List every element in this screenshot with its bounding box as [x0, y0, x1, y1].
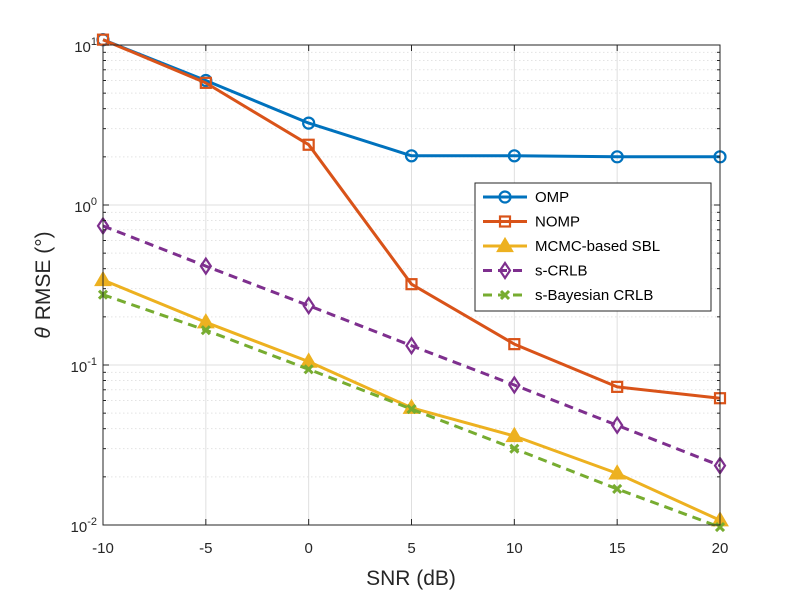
- data-point-omp: [610, 150, 624, 164]
- series-line-omp: [102, 38, 720, 159]
- marker-stroke: [303, 364, 314, 375]
- x-tick-label: 20: [712, 540, 729, 557]
- data-point-s-crlb: [302, 296, 315, 316]
- legend-swatch-marker: [499, 289, 511, 301]
- legend-item-nomp: NOMP: [483, 214, 580, 231]
- data-point-s-bayesian-crlb: [714, 522, 726, 533]
- data-point-mcmc-based-sbl: [608, 464, 627, 480]
- x-tick-label: -5: [199, 540, 212, 557]
- legend-label: s-Bayesian CRLB: [535, 287, 653, 304]
- data-point-s-bayesian-crlb: [509, 443, 520, 454]
- series-lines: [94, 33, 729, 533]
- marker-stroke: [406, 404, 417, 415]
- series-s-bayesian-crlb: [97, 289, 726, 533]
- y-tick-label: 101: [74, 36, 97, 56]
- data-point-mcmc-based-sbl: [196, 313, 215, 329]
- x-tick-label: 10: [506, 540, 523, 557]
- y-axis-theta: θ: [32, 327, 55, 339]
- series-line-nomp: [102, 38, 721, 400]
- data-point-mcmc-based-sbl: [505, 426, 524, 443]
- data-point-s-crlb: [610, 415, 624, 435]
- legend-label: MCMC-based SBL: [535, 238, 660, 255]
- data-point-omp: [404, 149, 419, 163]
- legend-swatch-marker: [496, 236, 514, 253]
- data-point-s-bayesian-crlb: [612, 483, 623, 495]
- data-point-nomp: [199, 76, 212, 89]
- x-tick-label: -10: [92, 540, 114, 557]
- series-line-s-crlb: [102, 224, 721, 467]
- data-point-s-bayesian-crlb: [303, 364, 314, 375]
- marker-stroke: [200, 325, 211, 336]
- legend-item-s-crlb: s-CRLB: [483, 261, 588, 280]
- marker-stroke: [612, 483, 623, 495]
- y-axis-title: θ RMSE (°): [32, 231, 55, 338]
- data-point-nomp: [302, 138, 315, 151]
- y-tick-label: 10-1: [71, 356, 97, 376]
- x-tick-label: 15: [609, 540, 626, 557]
- data-point-nomp: [611, 380, 624, 393]
- marker-stroke: [499, 289, 511, 301]
- legend: OMP NOMP MCMC-based SBL s-CRLB s-Bayesian CR…: [474, 182, 712, 312]
- legend-item-s-bayesian-crlb: s-Bayesian CRLB: [483, 287, 653, 304]
- data-point-nomp: [405, 278, 418, 291]
- marker-stroke: [714, 522, 726, 533]
- y-tick-label: 100: [74, 196, 97, 216]
- legend-label: s-CRLB: [535, 263, 588, 280]
- marker-stroke: [509, 443, 520, 454]
- data-point-s-crlb: [405, 336, 418, 356]
- x-tick-label: 5: [407, 540, 415, 557]
- legend-swatch-marker: [498, 261, 512, 280]
- axis-ticks: -10 -5 0 5 10 15 20 10-2 10-1 100 101: [71, 36, 729, 557]
- data-point-s-crlb: [508, 375, 521, 395]
- series-nomp: [96, 33, 727, 405]
- y-axis-rmse: RMSE (°): [32, 231, 55, 320]
- y-tick-label: 10-2: [71, 516, 97, 536]
- data-point-omp: [507, 149, 521, 163]
- legend-label: OMP: [535, 189, 569, 206]
- data-point-mcmc-based-sbl: [299, 352, 318, 368]
- legend-item-omp: OMP: [483, 189, 569, 206]
- x-tick-label: 0: [304, 540, 312, 557]
- legend-swatch-marker: [498, 190, 512, 204]
- data-point-nomp: [508, 338, 521, 351]
- legend-swatch-marker: [498, 215, 512, 228]
- legend-label: NOMP: [535, 214, 580, 231]
- data-point-s-bayesian-crlb: [406, 404, 417, 415]
- legend-item-mcmc-based-sbl: MCMC-based SBL: [483, 236, 660, 255]
- data-point-s-crlb: [199, 256, 213, 276]
- data-point-omp: [302, 116, 316, 130]
- data-point-s-bayesian-crlb: [200, 325, 211, 336]
- x-axis-title: SNR (dB): [366, 567, 456, 590]
